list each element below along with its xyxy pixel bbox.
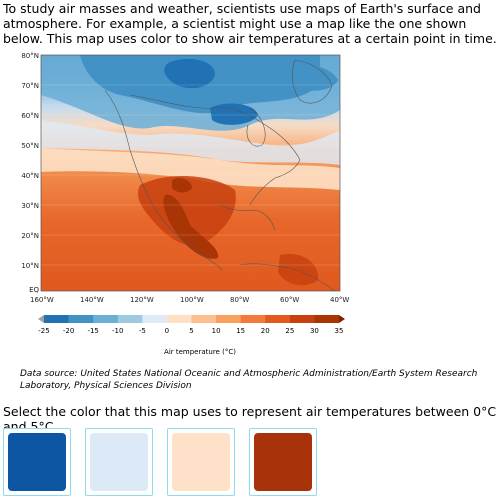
lat-label: 20°N — [21, 232, 39, 240]
colorbar — [38, 315, 345, 323]
lon-label: 60°W — [280, 296, 300, 304]
colorbar-segment — [93, 315, 119, 323]
colorbar-segment — [191, 315, 217, 323]
colorbar-segment — [240, 315, 266, 323]
swatch-peach — [172, 433, 230, 491]
lon-label: 40°W — [330, 296, 350, 304]
colorbar-segment — [44, 315, 69, 323]
colorbar-segment — [289, 315, 315, 323]
colorbar-tick-label: -15 — [87, 327, 99, 335]
data-source-text: Data source: United States National Ocea… — [20, 369, 478, 391]
lat-label: 80°N — [21, 52, 39, 60]
colorbar-segment — [265, 315, 291, 323]
lat-label: 60°N — [21, 112, 39, 120]
lat-label: 50°N — [21, 142, 39, 150]
lat-label: 30°N — [21, 202, 39, 210]
lat-label: 70°N — [21, 82, 39, 90]
lat-label: 10°N — [21, 262, 39, 270]
temperature-map — [40, 54, 341, 292]
hot-region — [137, 175, 236, 246]
swatch-pale-blue — [90, 433, 148, 491]
swatch-dark-blue — [8, 433, 66, 491]
colorbar-tick-label: 20 — [260, 327, 270, 335]
colorbar-segment — [68, 315, 94, 323]
intro-text: To study air masses and weather, scienti… — [3, 1, 497, 46]
lat-label: EQ — [29, 286, 39, 294]
colorbar-segment — [314, 315, 340, 323]
lon-label: 160°W — [30, 296, 54, 304]
lon-label: 120°W — [130, 296, 154, 304]
choice-dark-blue[interactable] — [3, 428, 71, 496]
colorbar-tick-label: 0 — [164, 327, 170, 335]
colorbar-tick-label: -5 — [138, 327, 146, 335]
lat-label: 40°N — [21, 172, 39, 180]
choice-pale-blue[interactable] — [85, 428, 153, 496]
colorbar-tick-label: -20 — [62, 327, 75, 335]
colorbar-tick-label: -10 — [112, 327, 124, 335]
colorbar-segment — [216, 315, 241, 323]
colorbar-tick-label: 30 — [309, 327, 319, 335]
colorbar-segment — [166, 315, 192, 323]
choice-dark-red[interactable] — [249, 428, 317, 496]
colorbar-tick-label: 10 — [211, 327, 221, 335]
lon-label: 100°W — [180, 296, 204, 304]
lon-label: 80°W — [230, 296, 250, 304]
colorbar-segment — [142, 315, 168, 323]
colorbar-segment — [117, 315, 143, 323]
colorbar-tick-label: 5 — [189, 327, 194, 335]
swatch-dark-red — [254, 433, 312, 491]
colorbar-tick-label: 15 — [236, 327, 246, 335]
choice-peach[interactable] — [167, 428, 235, 496]
lon-label: 140°W — [80, 296, 104, 304]
colorbar-tick-label: -25 — [38, 327, 50, 335]
colorbar-tick-label: 25 — [285, 327, 295, 335]
colorbar-tick-label: 35 — [334, 327, 344, 335]
colorbar-label: Air temperature (°C) — [164, 348, 236, 356]
